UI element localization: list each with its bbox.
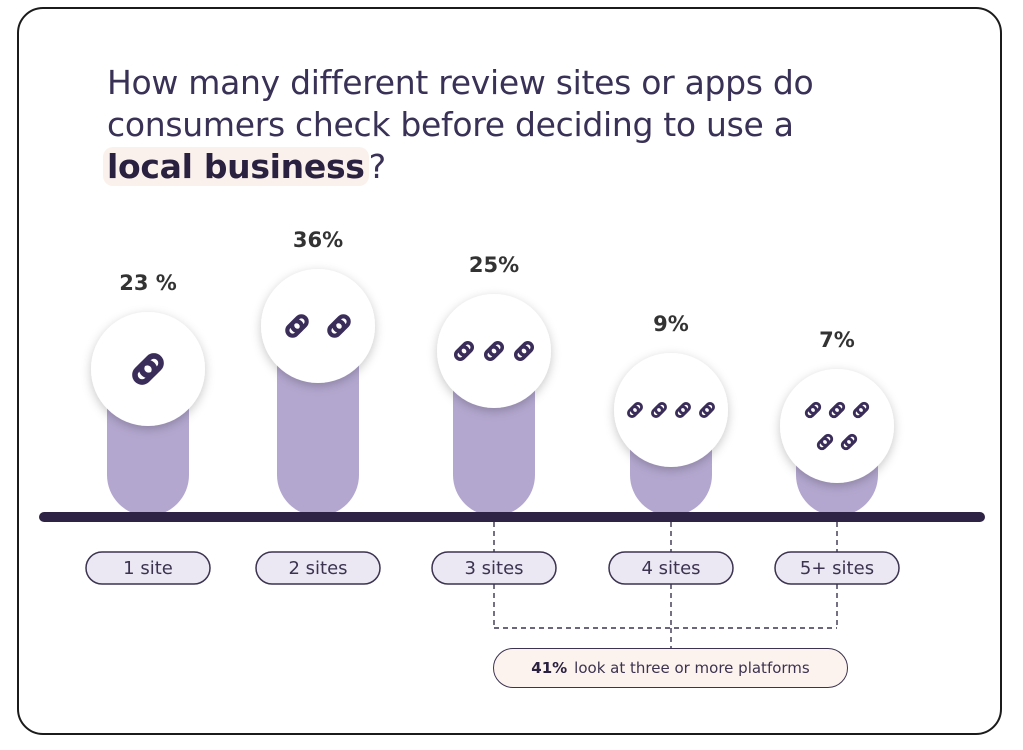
value-label-1-site: 23 %: [119, 271, 177, 295]
value-label-5plus-sites: 7%: [819, 328, 855, 352]
callout-badge: 41% look at three or more platforms: [493, 648, 848, 688]
category-pill-5plus-sites: 5+ sites: [774, 551, 900, 585]
icon-circles-layer: [91, 269, 894, 483]
value-label-2-sites: 36%: [293, 228, 343, 252]
category-pill-4-sites: 4 sites: [608, 551, 734, 585]
icon-circle-5plus-sites: [780, 369, 894, 483]
value-label-3-sites: 25%: [469, 253, 519, 277]
title-line-2: consumers check before deciding to use a: [107, 105, 794, 144]
category-labels-layer: 23 % 1 site 36% 2 sites 25% 3 sites 9% 4 sites 7…: [85, 228, 900, 585]
category-label-3-sites: 3 sites: [464, 558, 523, 579]
category-pill-1-site: 1 site: [85, 551, 211, 585]
baseline-axis: [39, 512, 985, 522]
icon-circle-2-sites: [261, 269, 375, 383]
icon-circle-1-site: [91, 312, 205, 426]
icon-circle-4-sites: [614, 353, 728, 467]
callout-text: look at three or more platforms: [574, 659, 810, 677]
group-connector: [493, 522, 838, 648]
title-end: ?: [368, 147, 387, 186]
title-line-1: How many different review sites or apps …: [107, 63, 814, 102]
title-highlight: local business: [103, 147, 369, 186]
value-label-4-sites: 9%: [653, 312, 689, 336]
callout-value: 41%: [531, 659, 568, 677]
category-label-5plus-sites: 5+ sites: [800, 558, 874, 579]
category-label-2-sites: 2 sites: [288, 558, 347, 579]
icon-circle-3-sites: [437, 294, 551, 408]
category-label-1-site: 1 site: [123, 558, 173, 579]
category-label-4-sites: 4 sites: [641, 558, 700, 579]
chart-title: How many different review sites or apps …: [103, 62, 907, 188]
category-pill-2-sites: 2 sites: [255, 551, 381, 585]
category-pill-3-sites: 3 sites: [431, 551, 557, 585]
